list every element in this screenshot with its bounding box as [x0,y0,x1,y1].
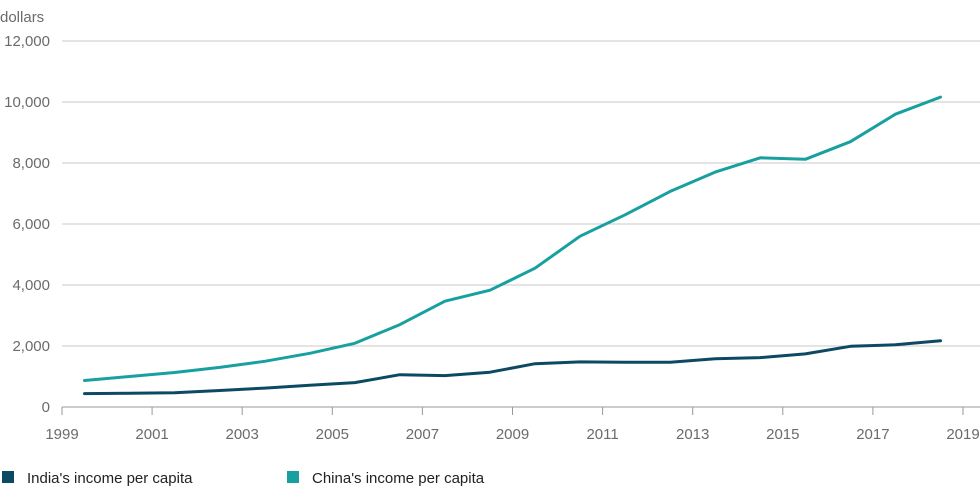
x-tick-label: 2003 [226,426,259,443]
y-tick-label: 10,000 [4,94,50,111]
legend-label: India's income per capita [27,470,193,487]
series-lines [83,95,942,396]
y-tick-label: 8,000 [12,155,50,172]
y-tick-label: 0 [42,399,50,416]
x-tick-label: 2011 [586,426,618,443]
x-tick-label: 2019 [946,426,979,443]
gridlines [62,40,980,347]
y-axis-unit-label: dollars [0,9,44,26]
series-line-china [83,95,942,382]
y-tick-label: 2,000 [12,338,50,355]
y-axis-tick-labels: 0 2,000 4,000 6,000 8,000 10,000 12,000 [4,33,50,416]
legend-swatch [287,471,299,483]
legend-swatch [2,471,14,483]
x-tick-label: 2017 [856,426,889,443]
legend: India's income per capita China's income … [2,470,485,487]
legend-label: China's income per capita [312,470,485,487]
y-tick-label: 12,000 [4,33,50,50]
y-tick-label: 6,000 [12,216,50,233]
x-axis: 1999 2001 2003 2005 2007 2009 2011 2013 2015 2017… [45,406,980,443]
x-tick-label: 2013 [676,426,709,443]
y-tick-label: 4,000 [12,277,50,294]
x-tick-label: 2005 [316,426,349,443]
x-tick-label: 2009 [496,426,529,443]
x-tick-label: 2001 [135,426,168,443]
x-tick-label: 1999 [45,426,78,443]
series-line-india [83,339,942,396]
x-tick-label: 2007 [406,426,439,443]
x-tick-label: 2015 [766,426,799,443]
